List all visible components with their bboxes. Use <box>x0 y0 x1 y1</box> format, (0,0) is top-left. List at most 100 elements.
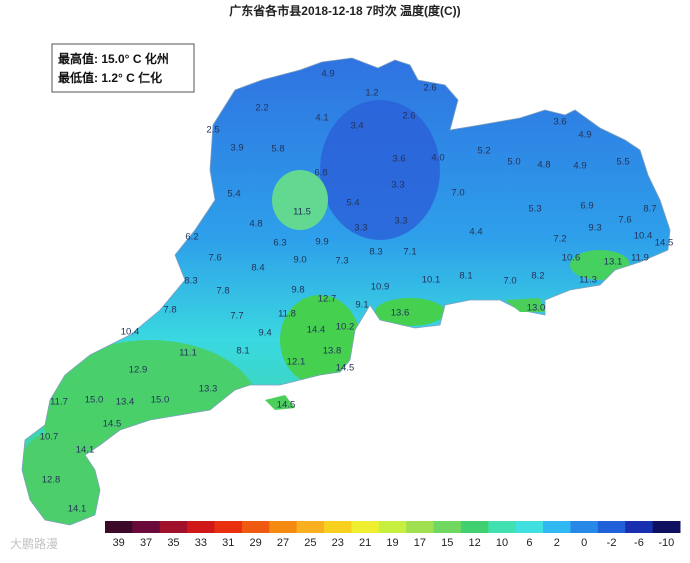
legend-label: 29 <box>249 537 261 549</box>
legend-swatch <box>433 521 462 533</box>
legend-swatch <box>378 521 407 533</box>
legend-label: 12 <box>469 537 481 549</box>
station-value: 9.3 <box>588 223 601 234</box>
legend-label: 23 <box>332 537 344 549</box>
station-value: 5.5 <box>616 157 629 168</box>
station-value: 6.2 <box>185 232 198 243</box>
station-value: 12.7 <box>318 294 337 305</box>
legend-label: 6 <box>526 537 532 549</box>
legend-swatch <box>159 521 188 533</box>
station-value: 8.7 <box>643 204 656 215</box>
station-value: 6.9 <box>580 201 593 212</box>
legend-swatch <box>214 521 243 533</box>
station-value: 9.8 <box>291 285 304 296</box>
station-value: 5.8 <box>271 144 284 155</box>
station-value: 7.2 <box>553 234 566 245</box>
max-value: 最高值: 15.0° C 化州 <box>58 51 169 66</box>
legend-swatch <box>652 521 681 533</box>
station-value: 7.8 <box>216 286 229 297</box>
legend-swatch <box>241 521 270 533</box>
station-value: 4.8 <box>249 219 262 230</box>
legend-label: -2 <box>607 537 617 549</box>
station-value: 4.1 <box>315 113 328 124</box>
province-fill <box>22 58 670 525</box>
station-value: 8.1 <box>236 346 249 357</box>
legend-swatch <box>597 521 626 533</box>
watermark: 大鹏路漫 <box>10 536 58 551</box>
station-value: 10.2 <box>336 322 355 333</box>
station-value: 5.4 <box>227 189 240 200</box>
station-value: 10.7 <box>40 432 59 443</box>
legend-swatch <box>460 521 489 533</box>
station-value: 12.8 <box>42 475 61 486</box>
island <box>505 298 545 312</box>
station-value: 13.3 <box>199 384 218 395</box>
station-value: 11.9 <box>631 253 649 264</box>
station-value: 12.9 <box>129 365 148 376</box>
legend-label: 35 <box>167 537 179 549</box>
legend-label: 33 <box>195 537 207 549</box>
station-value: 8.1 <box>459 271 472 282</box>
station-value: 13.4 <box>116 397 135 408</box>
legend-swatch <box>351 521 380 533</box>
legend-label: 31 <box>222 537 234 549</box>
station-value: 11.5 <box>293 207 311 218</box>
station-value: 14.1 <box>76 445 95 456</box>
station-value: 3.6 <box>392 154 405 165</box>
station-value: 9.9 <box>315 237 328 248</box>
legend-swatch <box>269 521 298 533</box>
legend-swatch <box>187 521 216 533</box>
station-labels: 4.9 1.2 2.6 2.2 4.1 3.4 2.6 3.6 4.9 2.5 3.9 5.8 3.6 4… <box>40 69 674 515</box>
station-value: 14.5 <box>655 238 674 249</box>
legend-label: 17 <box>414 537 426 549</box>
station-value: 7.0 <box>451 188 464 199</box>
legend-label: 21 <box>359 537 371 549</box>
station-value: 7.6 <box>618 215 631 226</box>
station-value: 3.9 <box>230 143 243 154</box>
station-value: 10.6 <box>562 253 581 264</box>
station-value: 1.2 <box>365 88 378 99</box>
station-value: 3.4 <box>350 121 363 132</box>
station-value: 14.5 <box>103 419 122 430</box>
station-value: 11.8 <box>278 309 296 320</box>
legend-swatch <box>406 521 435 533</box>
station-value: 14.5 <box>277 400 296 411</box>
legend-label: -10 <box>658 537 674 549</box>
station-value: 2.6 <box>423 83 436 94</box>
legend-swatch <box>625 521 654 533</box>
station-value: 11.3 <box>579 275 597 286</box>
station-value: 7.0 <box>503 276 516 287</box>
station-value: 4.9 <box>578 130 591 141</box>
station-value: 4.4 <box>469 227 482 238</box>
station-value: 5.3 <box>528 204 541 215</box>
legend-swatch <box>105 521 133 533</box>
station-value: 8.3 <box>369 247 382 258</box>
station-value: 13.0 <box>527 303 546 314</box>
station-value: 7.8 <box>163 305 176 316</box>
legend-label: 19 <box>386 537 398 549</box>
legend-label: 10 <box>496 537 508 549</box>
legend-label: 37 <box>140 537 152 549</box>
legend-label: 39 <box>113 537 125 549</box>
island <box>265 395 295 410</box>
station-value: 2.2 <box>255 103 268 114</box>
legend-label: 15 <box>441 537 453 549</box>
station-value: 5.0 <box>507 157 520 168</box>
station-value: 4.0 <box>431 153 444 164</box>
legend-swatch <box>570 521 599 533</box>
station-value: 3.3 <box>391 180 404 191</box>
legend-label: 25 <box>304 537 316 549</box>
legend-label: 0 <box>581 537 587 549</box>
station-value: 14.4 <box>307 325 326 336</box>
legend-swatch <box>324 521 352 533</box>
legend: 39 37 35 33 31 29 27 25 23 21 19 17 15 12 10 6 2 0 -2 -6 -10 <box>105 521 681 549</box>
station-value: 8.3 <box>184 276 197 287</box>
station-value: 10.1 <box>422 275 441 286</box>
station-value: 10.4 <box>121 327 140 338</box>
station-value: 7.3 <box>335 256 348 267</box>
legend-swatch <box>488 521 517 533</box>
legend-swatch <box>543 521 571 533</box>
station-value: 5.4 <box>346 198 359 209</box>
station-value: 8.2 <box>531 271 544 282</box>
station-value: 11.1 <box>179 348 197 359</box>
